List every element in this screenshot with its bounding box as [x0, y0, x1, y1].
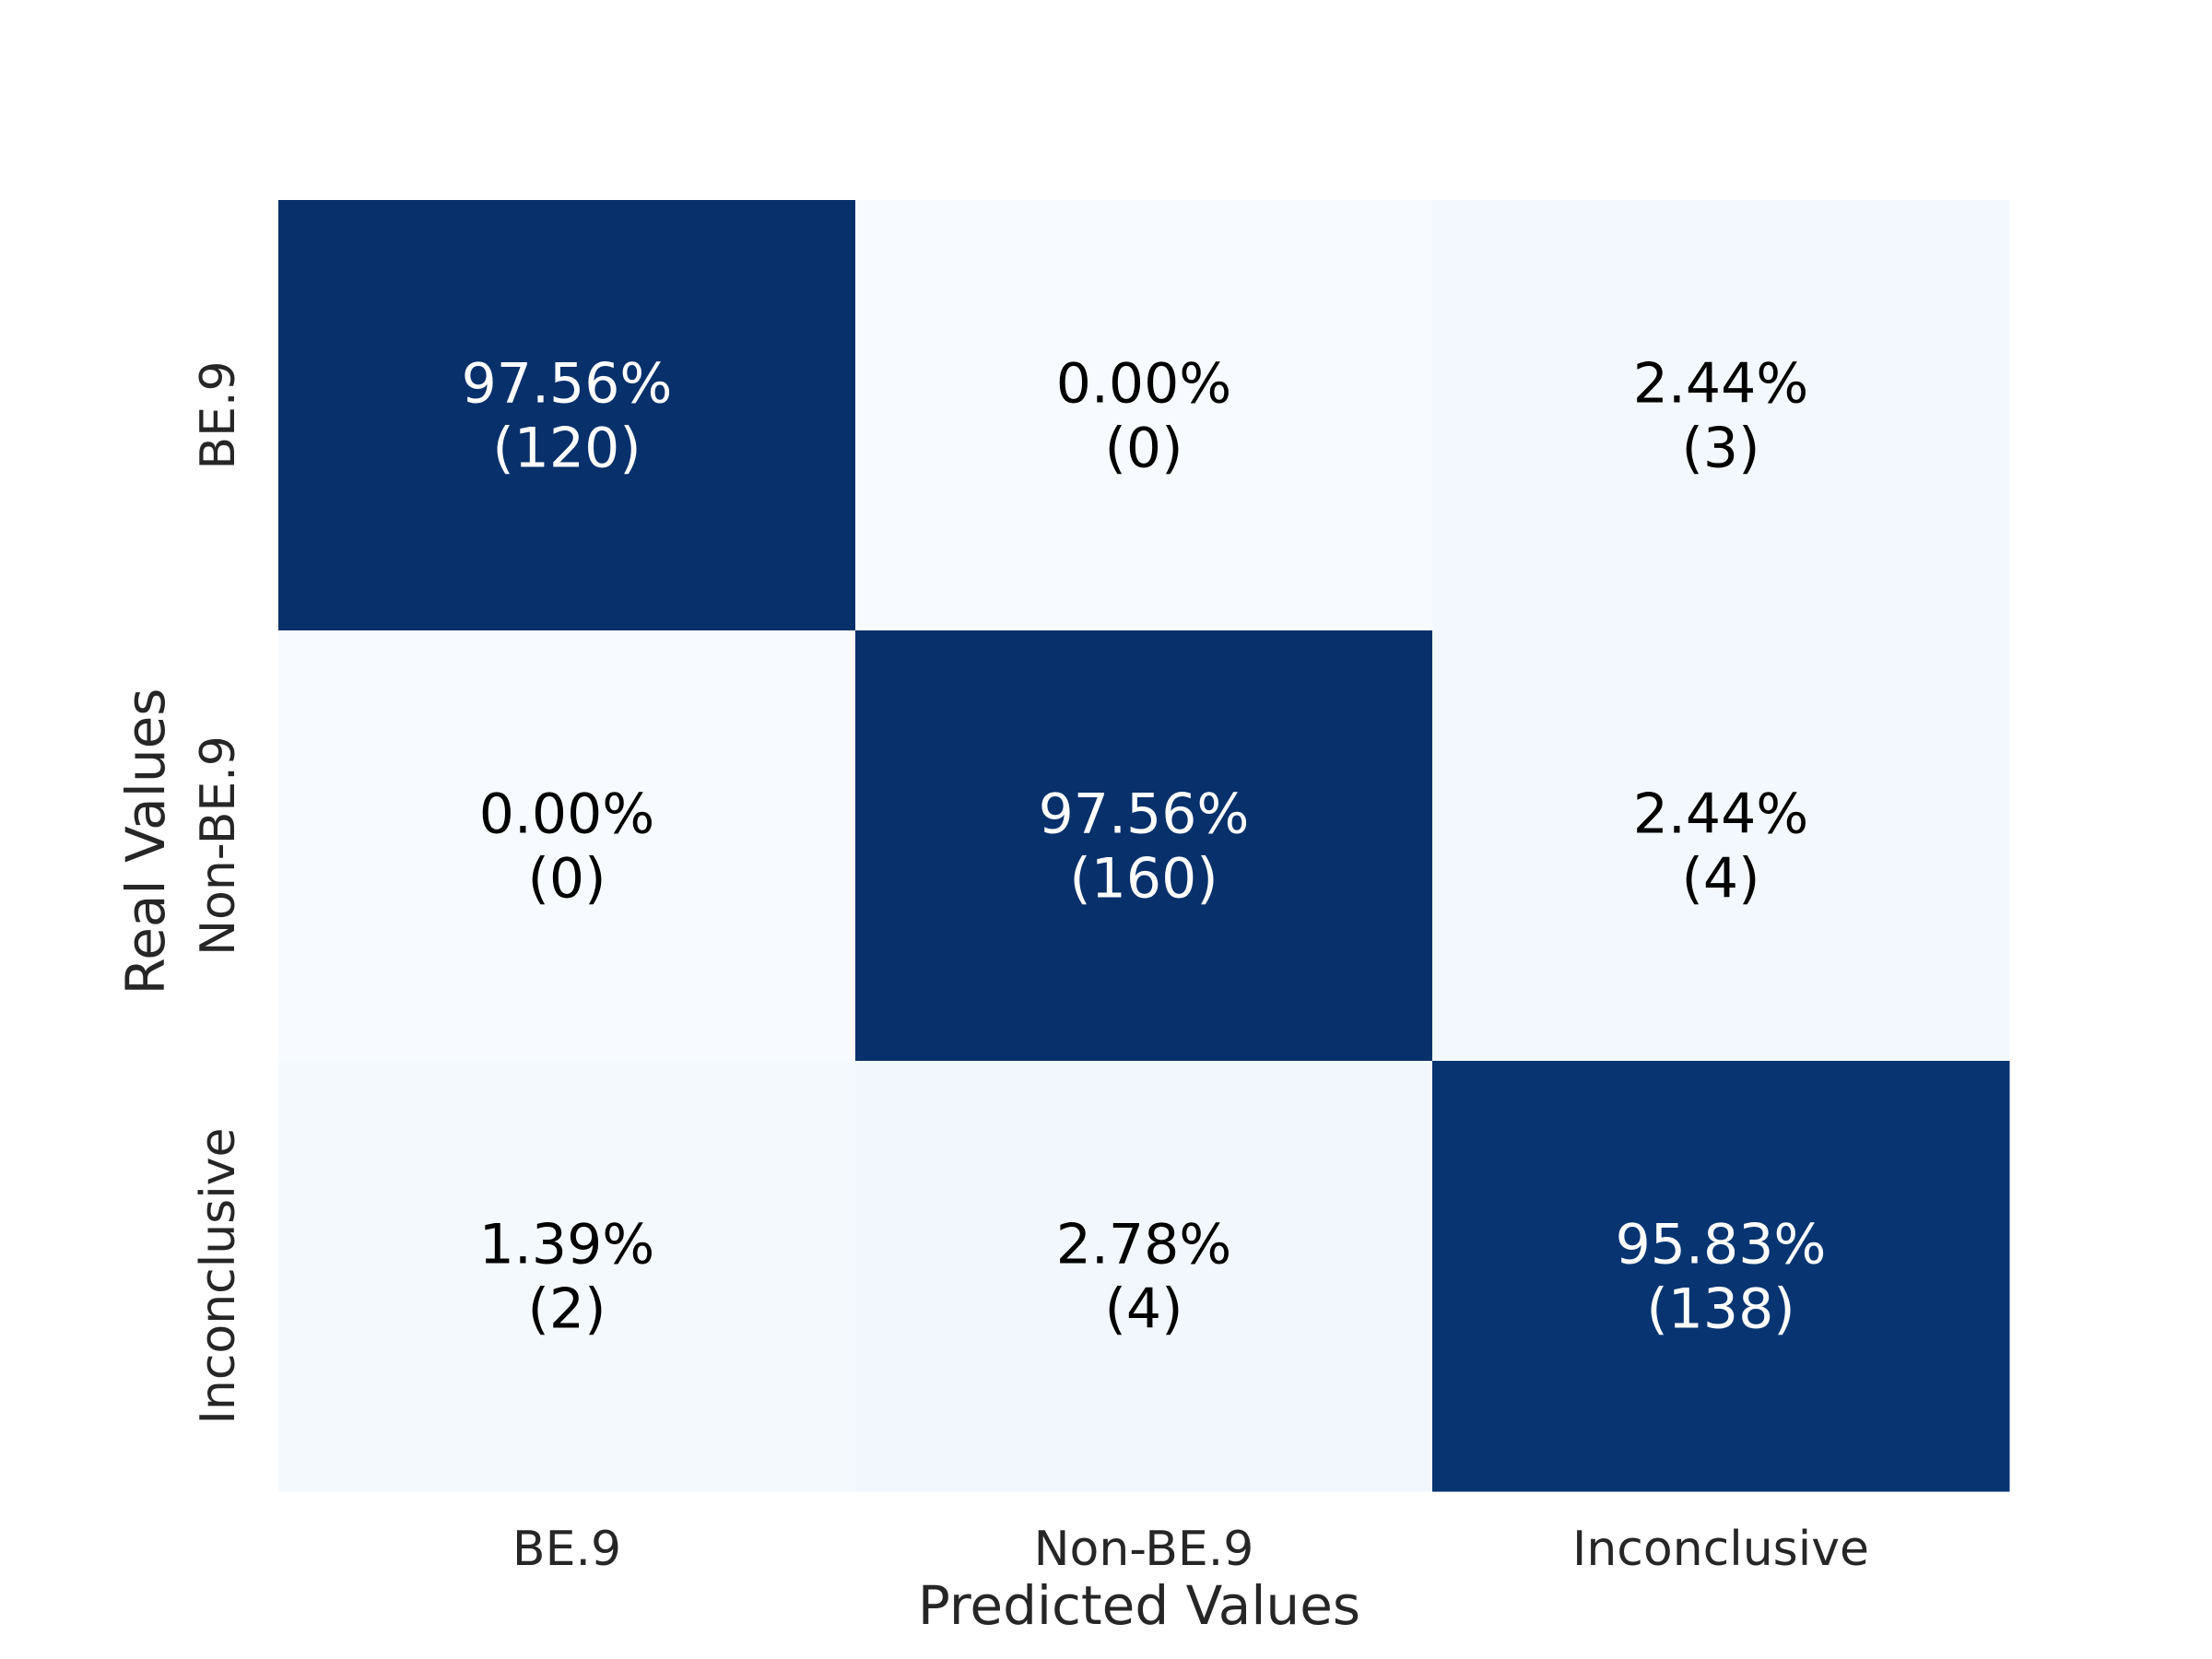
heatmap-cell-r1-c2 — [1432, 630, 2010, 1062]
cell-percentage-r1-c1: 97.56% — [1039, 782, 1250, 847]
cell-percentage-r0-c1: 0.00% — [1056, 352, 1232, 417]
cell-annotations: 97.56%(120)0.00%(0)2.44%(3)0.00%(0)97.56… — [462, 352, 1827, 1342]
cell-count-r0-c1: (0) — [1105, 417, 1183, 481]
cell-percentage-r2-c2: 95.83% — [1616, 1213, 1827, 1277]
heatmap-cells — [278, 200, 2010, 1492]
x-tick-labels: BE.9 Non-BE.9 Inconclusive — [512, 1522, 1869, 1577]
x-tick-label-0: BE.9 — [512, 1522, 621, 1577]
heatmap-cell-r2-c2 — [1432, 1061, 2010, 1492]
cell-count-r1-c1: (160) — [1069, 847, 1218, 912]
cell-count-r0-c0: (120) — [492, 417, 641, 481]
cell-count-r1-c0: (0) — [528, 847, 606, 912]
y-axis-label: Real Values — [114, 688, 177, 995]
heatmap-cell-r0-c1 — [855, 200, 1433, 631]
cell-count-r0-c2: (3) — [1682, 417, 1760, 481]
y-tick-label-0: BE.9 — [191, 360, 246, 469]
cell-count-r2-c1: (4) — [1105, 1277, 1183, 1342]
heatmap-cell-r1-c1 — [855, 630, 1433, 1062]
cell-percentage-r1-c2: 2.44% — [1633, 782, 1809, 847]
heatmap-cell-r0-c2 — [1432, 200, 2010, 631]
cell-percentage-r0-c0: 97.56% — [462, 352, 673, 417]
cell-percentage-r1-c0: 0.00% — [479, 782, 655, 847]
y-tick-label-1: Non-BE.9 — [191, 735, 246, 956]
x-tick-label-1: Non-BE.9 — [1034, 1522, 1254, 1577]
heatmap-cell-r0-c0 — [278, 200, 856, 631]
heatmap-cell-r2-c1 — [855, 1061, 1433, 1492]
heatmap-cell-r2-c0 — [278, 1061, 856, 1492]
x-axis-label: Predicted Values — [918, 1574, 1360, 1637]
cell-percentage-r2-c0: 1.39% — [479, 1213, 655, 1277]
cell-percentage-r0-c2: 2.44% — [1633, 352, 1809, 417]
y-tick-labels: BE.9 Non-BE.9 Inconclusive — [191, 360, 246, 1424]
heatmap-cell-r1-c0 — [278, 630, 856, 1062]
y-tick-label-2: Inconclusive — [191, 1128, 246, 1425]
cell-percentage-r2-c1: 2.78% — [1056, 1213, 1232, 1277]
cell-count-r2-c0: (2) — [528, 1277, 606, 1342]
x-tick-label-2: Inconclusive — [1572, 1522, 1869, 1577]
cell-count-r2-c2: (138) — [1646, 1277, 1794, 1342]
cell-count-r1-c2: (4) — [1682, 847, 1760, 912]
